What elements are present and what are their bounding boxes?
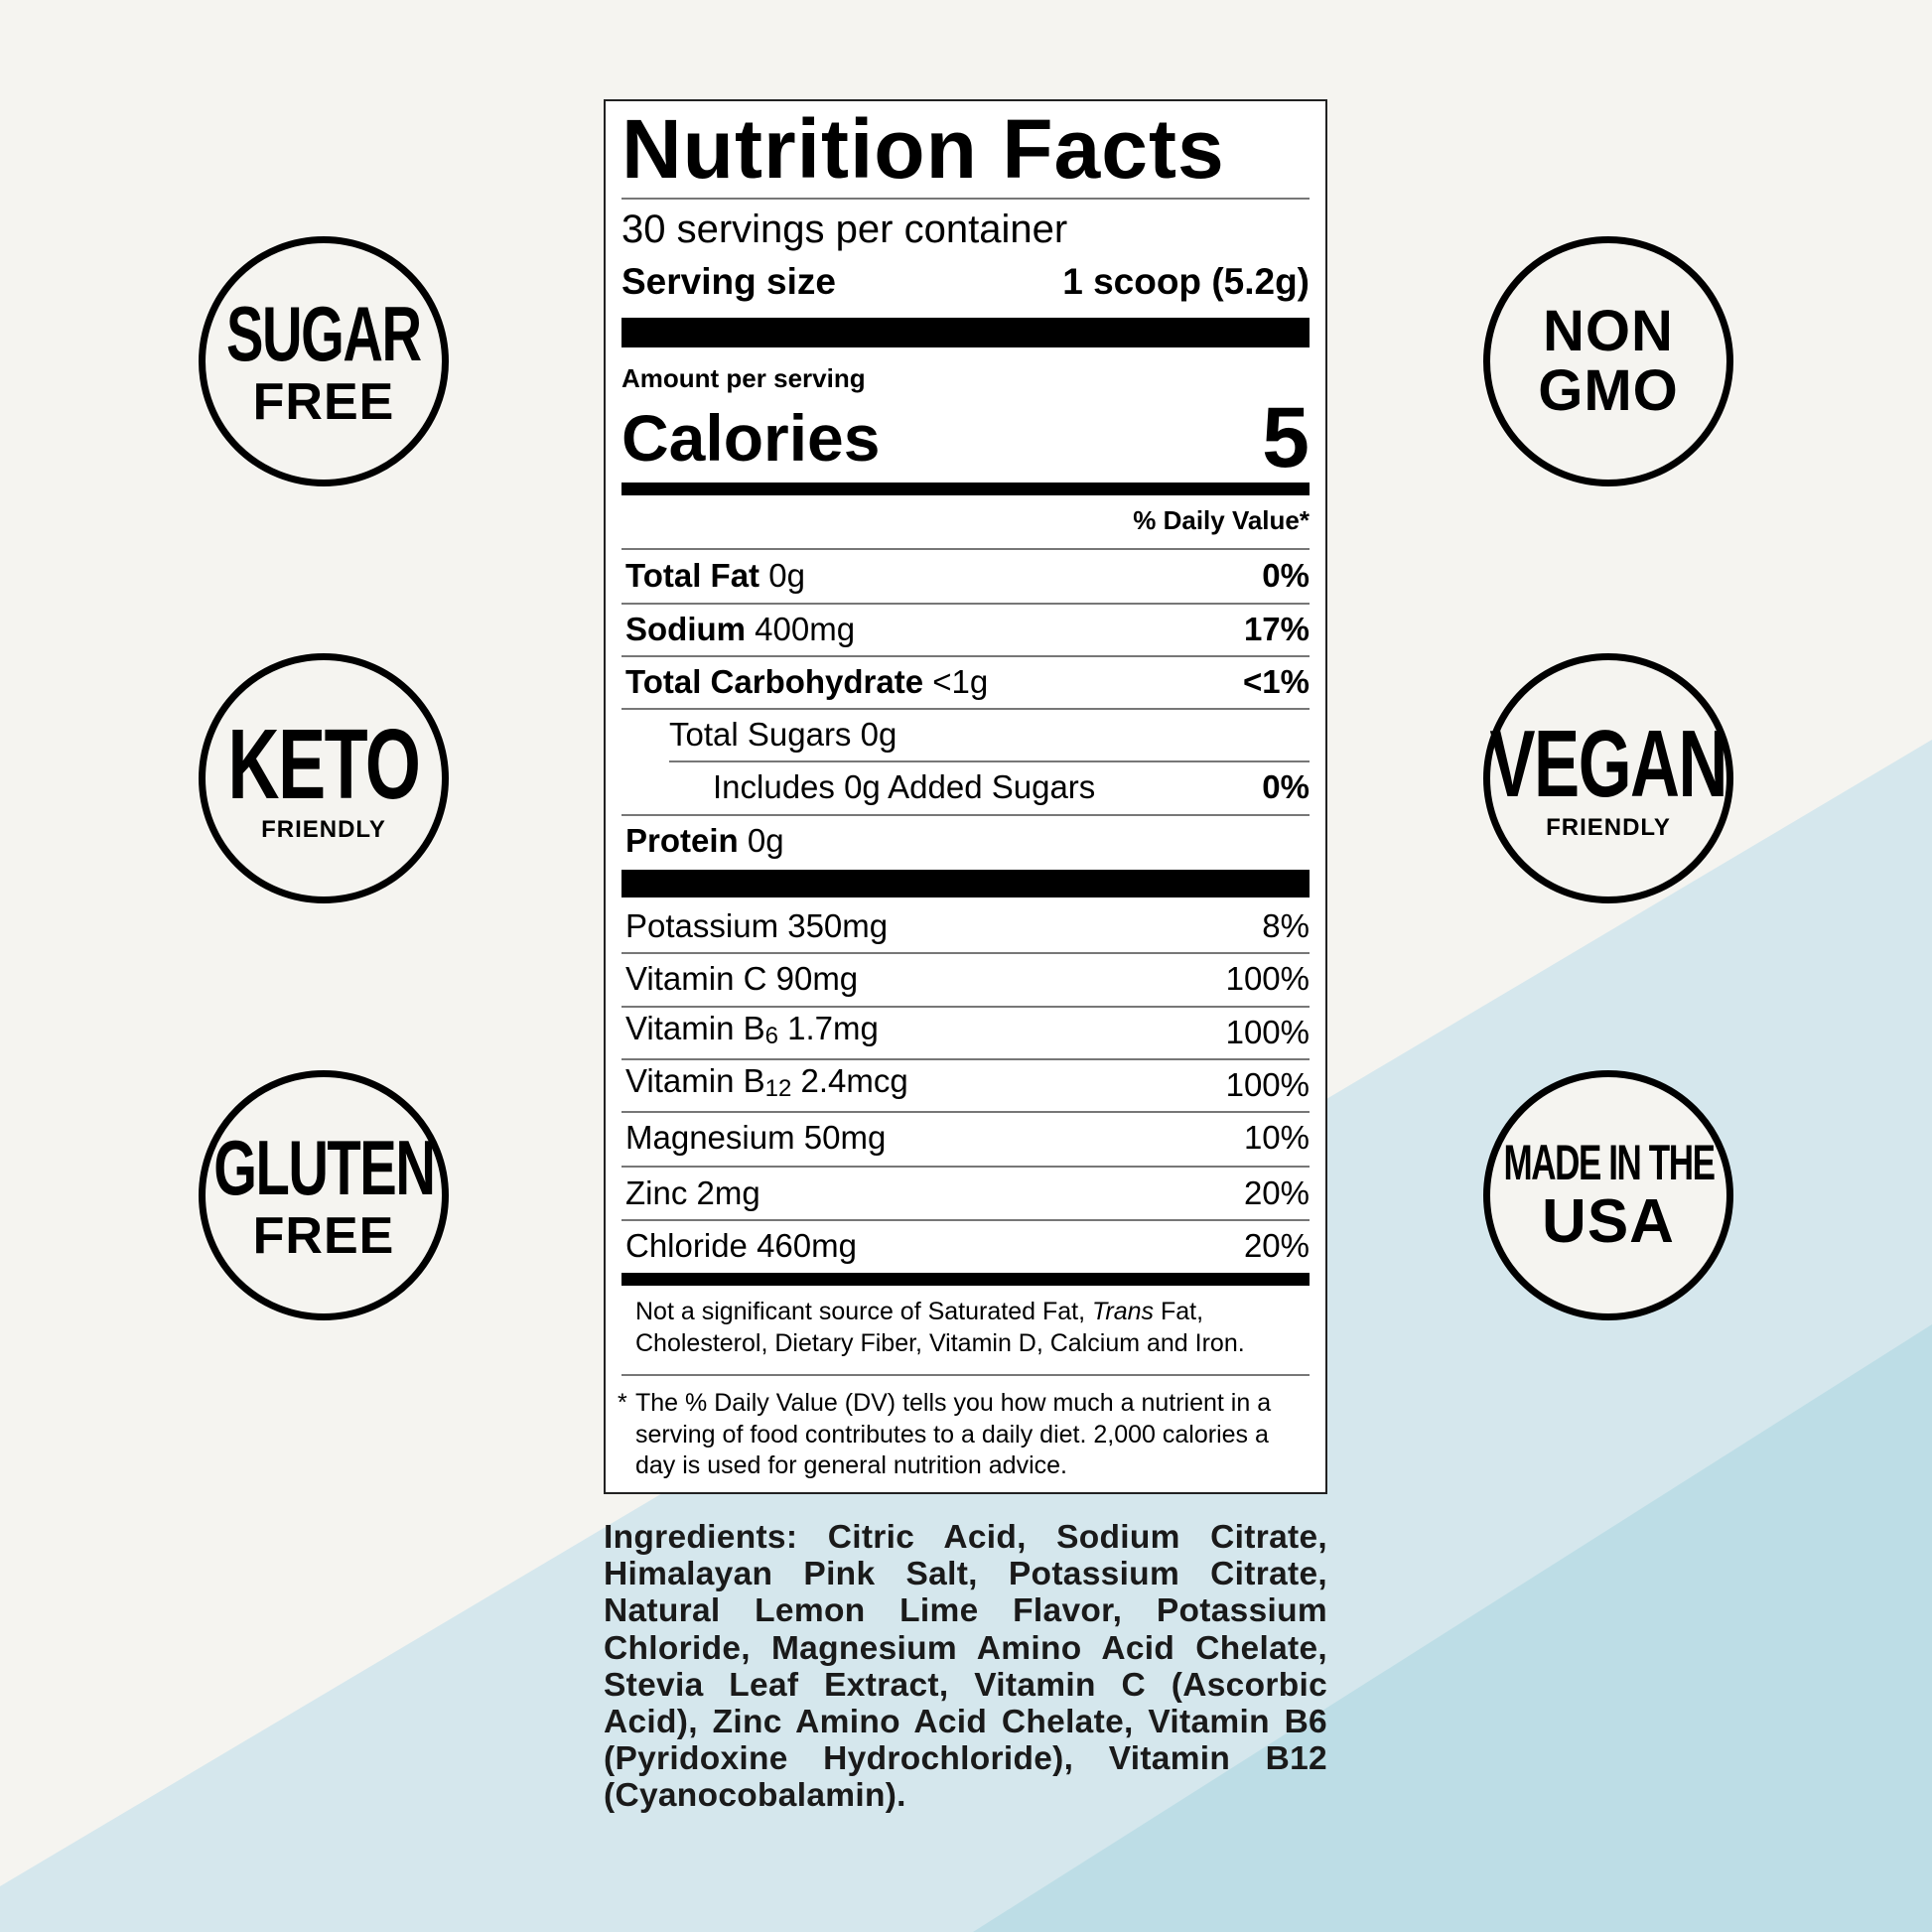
calories-value: 5 bbox=[1262, 390, 1310, 485]
badge-line2: FRIENDLY bbox=[261, 816, 386, 843]
nutrient-row: Protein 0g bbox=[625, 822, 784, 859]
badge-line1: KETO bbox=[227, 709, 421, 820]
thick-divider bbox=[621, 870, 1310, 897]
nutrient-row: Total Carbohydrate <1g <1% bbox=[625, 663, 1310, 700]
badge-line2: USA bbox=[1542, 1187, 1675, 1256]
micronutrient-row: Vitamin B6 1.7mg 100% bbox=[625, 1010, 1310, 1050]
badge-line2: FREE bbox=[252, 1207, 395, 1265]
serving-size-value: 1 scoop (5.2g) bbox=[1062, 261, 1310, 302]
micronutrient-row: Magnesium 50mg 10% bbox=[625, 1119, 1310, 1156]
label-title: Nutrition Facts bbox=[621, 102, 1225, 196]
badge-line2: GMO bbox=[1538, 358, 1679, 423]
nutrient-row: Includes 0g Added Sugars 0% bbox=[713, 768, 1310, 805]
serving-size-row: Serving size 1 scoop (5.2g) bbox=[621, 260, 1310, 304]
medium-divider bbox=[621, 1273, 1310, 1286]
nutrient-row: Sodium 400mg 17% bbox=[625, 611, 1310, 647]
badge-line1: SUGAR bbox=[226, 290, 422, 377]
daily-value-footnote: * The % Daily Value (DV) tells you how mu… bbox=[618, 1389, 1272, 1479]
gluten-free-badge: GLUTEN FREE bbox=[199, 1070, 449, 1320]
micronutrient-row: Vitamin B12 2.4mcg 100% bbox=[625, 1062, 1310, 1103]
sugar-free-badge: SUGAR FREE bbox=[199, 236, 449, 486]
amount-per-serving: Amount per serving bbox=[621, 363, 866, 393]
daily-value-header: % Daily Value* bbox=[1133, 505, 1310, 535]
micronutrient-row: Vitamin C 90mg 100% bbox=[625, 960, 1310, 997]
micronutrient-row: Potassium 350mg 8% bbox=[625, 907, 1310, 944]
badge-line1: NON bbox=[1543, 299, 1674, 363]
micronutrient-row: Chloride 460mg 20% bbox=[625, 1227, 1310, 1264]
non-gmo-badge: NON GMO bbox=[1483, 236, 1733, 486]
nutrient-row: Total Fat 0g 0% bbox=[625, 557, 1310, 594]
badge-line2: FREE bbox=[252, 373, 395, 431]
calories-row: Calories 5 bbox=[621, 395, 1310, 481]
medium-divider bbox=[621, 483, 1310, 495]
nutrient-row: Total Sugars 0g bbox=[669, 716, 897, 753]
made-in-usa-badge: MADE IN THE USA bbox=[1483, 1070, 1733, 1320]
badge-line1: VEGAN bbox=[1489, 711, 1728, 817]
nutrition-facts-label: Nutrition Facts 30 servings per containe… bbox=[604, 99, 1327, 1494]
ingredients-text: Ingredients: Citric Acid, Sodium Citrate… bbox=[604, 1519, 1327, 1815]
badge-line2: FRIENDLY bbox=[1546, 814, 1671, 841]
calories-label: Calories bbox=[621, 401, 881, 475]
micronutrient-row: Zinc 2mg 20% bbox=[625, 1174, 1310, 1211]
blue-band bbox=[973, 1324, 1932, 1932]
not-significant-note: Not a significant source of Saturated Fa… bbox=[635, 1298, 1245, 1357]
keto-friendly-badge: KETO FRIENDLY bbox=[199, 653, 449, 903]
servings-per-container: 30 servings per container bbox=[621, 207, 1068, 251]
badge-line1: MADE IN THE bbox=[1502, 1135, 1716, 1190]
badge-line1: GLUTEN bbox=[212, 1124, 436, 1211]
thick-divider bbox=[621, 318, 1310, 347]
vegan-friendly-badge: VEGAN FRIENDLY bbox=[1483, 653, 1733, 903]
serving-size-label: Serving size bbox=[621, 261, 836, 302]
